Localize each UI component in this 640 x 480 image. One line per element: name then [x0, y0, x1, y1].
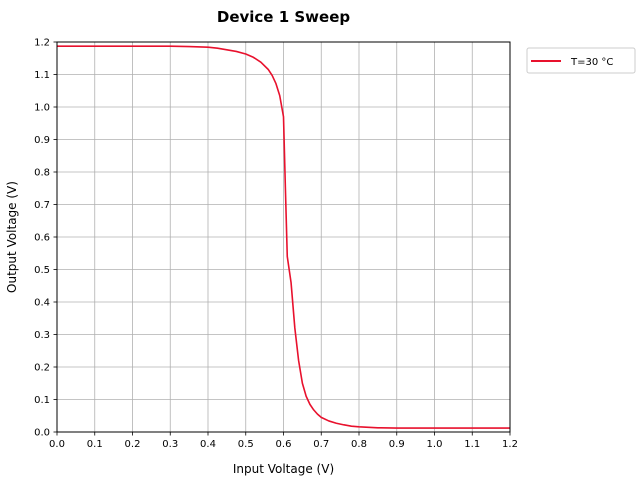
legend: T=30 °C: [526, 47, 636, 74]
y-tick-label: 0.6: [34, 233, 50, 244]
y-tick-label: 0.2: [34, 363, 50, 374]
x-tick-label: 1.2: [502, 439, 518, 450]
chart-title: Device 1 Sweep: [217, 8, 350, 26]
x-tick-label: 0.1: [87, 439, 103, 450]
legend-box: [526, 47, 636, 74]
y-tick-label: 0.4: [34, 298, 50, 309]
y-tick-label: 0.1: [34, 395, 50, 406]
x-tick-label: 0.3: [162, 439, 178, 450]
x-tick-label: 0.8: [351, 439, 367, 450]
x-tick-label: 0.5: [238, 439, 254, 450]
x-tick-label: 0.9: [389, 439, 405, 450]
y-tick-label: 0.9: [34, 135, 50, 146]
x-tick-label: 1.1: [464, 439, 480, 450]
x-tick-label: 0.4: [200, 439, 216, 450]
y-tick-label: 0.5: [34, 265, 50, 276]
y-tick-label: 0.0: [34, 428, 50, 439]
x-tick-label: 0.2: [125, 439, 141, 450]
x-tick-label: 1.0: [427, 439, 443, 450]
x-tick-label: 0.6: [276, 439, 292, 450]
legend-label: T=30 °C: [570, 57, 613, 68]
x-tick-label: 0.7: [313, 439, 329, 450]
y-axis-label: Output Voltage (V): [5, 181, 19, 293]
y-tick-label: 1.0: [34, 103, 50, 114]
x-ticks: 0.0 0.1 0.2 0.3 0.4 0.5 0.6 0.7 0.8 0.9 1.0 1.1 1.2: [49, 432, 518, 450]
y-tick-label: 1.2: [34, 38, 50, 49]
y-tick-label: 0.7: [34, 200, 50, 211]
y-tick-label: 1.1: [34, 70, 50, 81]
y-ticks: 0.0 0.1 0.2 0.3 0.4 0.5 0.6 0.7 0.8 0.9 1.0 1.1 1.2: [34, 38, 57, 439]
grid-layer: [56, 41, 511, 433]
x-tick-label: 0.0: [49, 439, 65, 450]
series-layer: [57, 45, 510, 429]
x-axis-label: Input Voltage (V): [233, 462, 334, 476]
y-tick-label: 0.8: [34, 168, 50, 179]
y-tick-label: 0.3: [34, 330, 50, 341]
series-line-0: [57, 45, 510, 429]
